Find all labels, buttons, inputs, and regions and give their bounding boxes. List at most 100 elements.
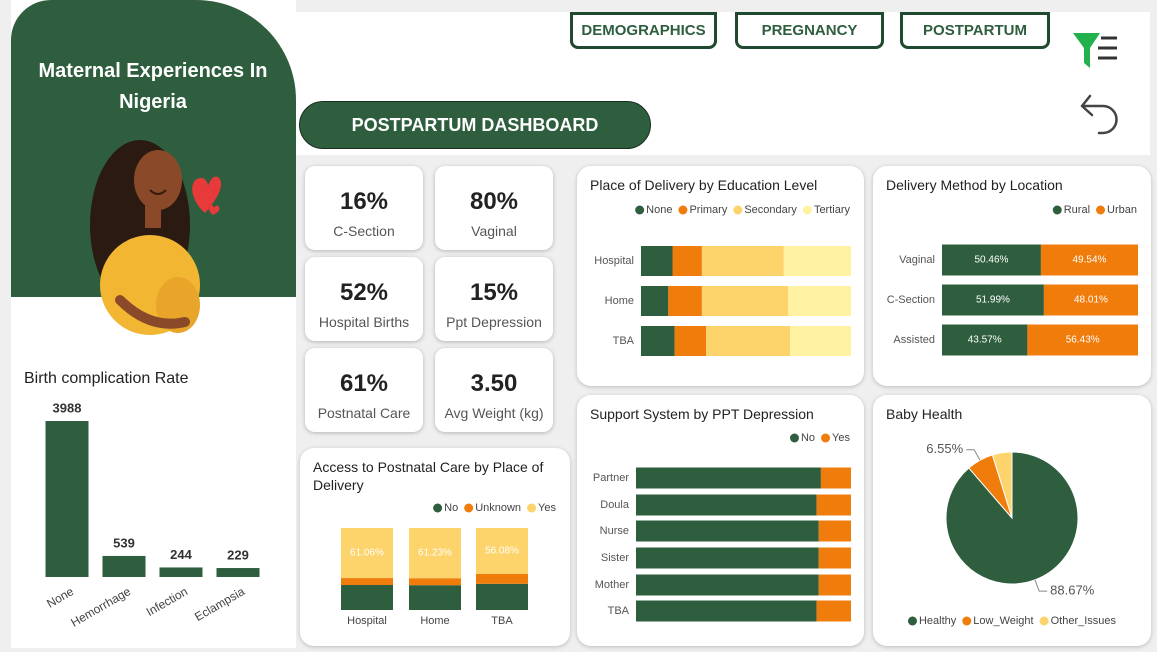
kpi-value: 16% bbox=[339, 188, 389, 215]
bar-segment bbox=[818, 520, 851, 542]
kpi-value: 52% bbox=[339, 279, 389, 306]
nav-button[interactable]: PREGNANCY bbox=[735, 12, 884, 49]
bar-segment bbox=[641, 246, 673, 276]
kpi-card: 80% Vaginal bbox=[435, 166, 553, 250]
legend-label: Yes bbox=[538, 502, 556, 514]
kpi-value: 3.50 bbox=[470, 370, 518, 397]
data-label: 48.01% bbox=[1074, 295, 1108, 306]
bar-segment bbox=[701, 286, 788, 316]
kpi-label: Vaginal bbox=[471, 223, 517, 239]
y-tick-label: Vaginal bbox=[899, 254, 935, 266]
chart: Partner Doula Nurse Sister Mother TBA No Yes bbox=[593, 432, 851, 622]
data-label: 56.08% bbox=[485, 546, 519, 557]
pie-slice bbox=[991, 451, 1013, 519]
y-tick-label: Nurse bbox=[600, 525, 629, 537]
filter-icon[interactable] bbox=[1068, 28, 1123, 73]
kpi-value: 61% bbox=[339, 370, 389, 397]
legend-marker bbox=[433, 503, 443, 513]
y-tick-label: Sister bbox=[601, 552, 629, 564]
kpi-card: 61% Postnatal Care bbox=[305, 348, 423, 432]
chart: Vaginal 50.46% 49.54% C-Section 51.99% 48.01%… bbox=[887, 204, 1138, 356]
legend-label: Other_Issues bbox=[1051, 615, 1117, 627]
data-label: 229 bbox=[227, 547, 249, 562]
chart: Hospital 61.06% Home 61.23% TBA 56.08% No Unkno… bbox=[341, 502, 556, 627]
bar-segment bbox=[701, 246, 784, 276]
chart-title: Place of Delivery by Education Level bbox=[590, 177, 818, 193]
legend-marker bbox=[733, 205, 743, 215]
data-label: 43.57% bbox=[968, 335, 1002, 346]
chart: 3988 None 539 Hemorrhage 244 Infection 229 Ecla… bbox=[44, 400, 260, 630]
dashboard-title: POSTPARTUM DASHBOARD bbox=[299, 101, 651, 149]
legend-marker bbox=[635, 205, 645, 215]
y-tick-label: Mother bbox=[595, 579, 630, 591]
bar-segment bbox=[816, 600, 851, 622]
chart-card: Partner Doula Nurse Sister Mother TBA No Yes Sup… bbox=[577, 395, 864, 646]
legend-marker bbox=[678, 205, 688, 215]
bar-segment bbox=[636, 600, 817, 622]
x-tick-label: Hemorrhage bbox=[68, 584, 133, 630]
legend-label: Tertiary bbox=[814, 204, 851, 216]
y-tick-label: Partner bbox=[593, 472, 629, 484]
bar-segment bbox=[818, 547, 851, 569]
bar-segment bbox=[409, 528, 461, 579]
bar-segment bbox=[409, 585, 461, 610]
kpi-card: 52% Hospital Births bbox=[305, 257, 423, 341]
bar-segment bbox=[1027, 324, 1138, 356]
chart-card: 88.67% 6.55% Healthy Low_Weight Other_Issues… bbox=[873, 395, 1151, 646]
legend-label: Healthy bbox=[919, 615, 957, 627]
kpi-card: 16% C-Section bbox=[305, 166, 423, 250]
legend-marker bbox=[802, 205, 812, 215]
y-tick-label: C-Section bbox=[887, 294, 935, 306]
kpi-card: 15% Ppt Depression bbox=[435, 257, 553, 341]
data-label: 61.23% bbox=[418, 548, 452, 559]
bar-segment bbox=[672, 246, 702, 276]
bar-segment bbox=[476, 528, 528, 574]
data-label: 88.67% bbox=[1050, 583, 1095, 598]
x-tick-label: Infection bbox=[144, 584, 190, 619]
bar bbox=[45, 421, 89, 577]
chart: Hospital Home TBA None Primary Secondary Terti… bbox=[594, 204, 851, 356]
legend-label: None bbox=[646, 204, 672, 216]
bar-segment bbox=[1043, 284, 1138, 316]
data-label: 50.46% bbox=[974, 255, 1008, 266]
legend-marker bbox=[1096, 205, 1106, 215]
bar-segment bbox=[820, 467, 851, 489]
y-tick-label: TBA bbox=[608, 605, 630, 617]
bar-segment bbox=[668, 286, 702, 316]
back-button[interactable] bbox=[1075, 90, 1125, 140]
leader-line bbox=[966, 449, 981, 461]
x-tick-label: Eclampsia bbox=[192, 584, 247, 624]
nav-button[interactable]: POSTPARTUM bbox=[900, 12, 1050, 49]
nav-button[interactable]: DEMOGRAPHICS bbox=[570, 12, 717, 49]
y-tick-label: Home bbox=[605, 295, 634, 307]
bar-segment bbox=[636, 574, 819, 596]
chart-title: Access to Postnatal Care by Place of Del… bbox=[313, 459, 544, 493]
bar-segment bbox=[341, 578, 393, 585]
x-tick-label: TBA bbox=[491, 615, 513, 627]
bar-segment bbox=[788, 286, 851, 316]
bar-segment bbox=[341, 528, 393, 579]
legend-marker bbox=[789, 433, 799, 443]
bar-segment bbox=[476, 583, 528, 610]
data-label: 244 bbox=[170, 547, 192, 562]
kpi-value: 80% bbox=[469, 188, 519, 215]
legend-label: Unknown bbox=[475, 502, 521, 514]
x-tick-label: None bbox=[44, 584, 76, 611]
legend-label: Primary bbox=[689, 204, 727, 216]
legend-marker bbox=[527, 503, 537, 513]
data-label: 56.43% bbox=[1066, 335, 1100, 346]
bar-segment bbox=[706, 326, 791, 356]
legend-label: Urban bbox=[1107, 204, 1137, 216]
chart-title: Support System by PPT Depression bbox=[590, 406, 814, 422]
report-title: Maternal Experiences In Nigeria bbox=[38, 60, 268, 113]
bar-segment bbox=[341, 584, 393, 610]
kpi-label: C-Section bbox=[333, 223, 395, 239]
chart-card: 3988 None 539 Hemorrhage 244 Infection 229 Ecla… bbox=[11, 360, 296, 648]
chart-title: Delivery Method by Location bbox=[886, 177, 1063, 193]
bar-segment bbox=[1040, 244, 1138, 276]
bar-segment bbox=[942, 244, 1041, 276]
y-tick-label: TBA bbox=[613, 335, 635, 347]
chart-card: Hospital 61.06% Home 61.23% TBA 56.08% No Unkno… bbox=[300, 448, 570, 646]
bar-segment bbox=[790, 326, 851, 356]
data-label: 51.99% bbox=[976, 295, 1010, 306]
